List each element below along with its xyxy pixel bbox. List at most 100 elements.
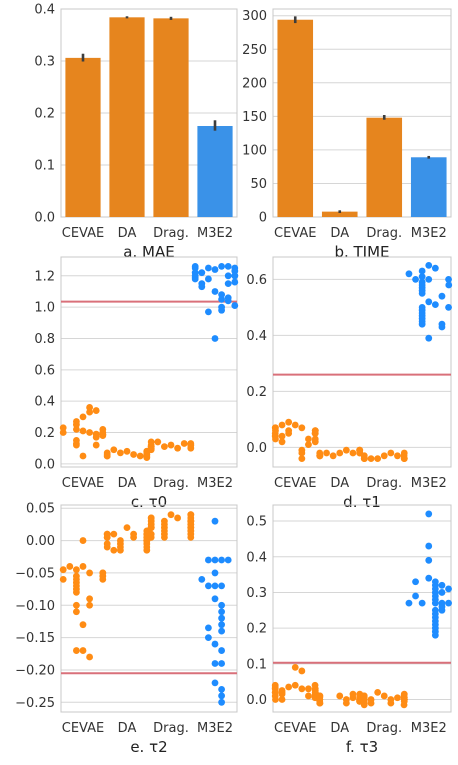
data-point <box>130 451 138 458</box>
data-point <box>445 304 452 311</box>
data-point <box>86 569 93 577</box>
data-point <box>187 511 195 519</box>
data-point <box>99 429 107 436</box>
data-point <box>431 301 439 308</box>
data-point <box>305 435 312 443</box>
data-point <box>86 408 93 416</box>
y-tick-label: 0.3 <box>246 586 267 601</box>
data-point <box>231 272 239 280</box>
data-point <box>218 295 226 303</box>
data-point <box>231 302 239 309</box>
data-point <box>211 335 219 342</box>
data-point <box>418 599 426 607</box>
x-tick-label: DA <box>118 476 137 491</box>
data-point <box>117 449 124 457</box>
data-point <box>211 556 219 564</box>
data-point <box>205 275 212 283</box>
data-point <box>218 582 226 590</box>
data-point <box>278 421 286 429</box>
data-point <box>425 542 433 550</box>
x-tick-label: Drag. <box>153 721 189 736</box>
data-point <box>224 280 232 288</box>
data-point <box>278 438 286 446</box>
y-tick-label: 0.0 <box>34 457 55 472</box>
data-point <box>79 537 87 544</box>
data-point <box>79 563 87 570</box>
data-point <box>425 556 433 564</box>
data-point <box>311 430 319 437</box>
y-tick-label: 0.0 <box>246 693 267 708</box>
y-tick-label: 0.8 <box>34 332 55 347</box>
data-point <box>99 575 107 583</box>
panel-3: 0.0 0.2 0.4 0.6 0.8 1.0 1.2 CEVAE DA Drag. M3E2 c. … <box>34 256 239 511</box>
data-point <box>147 524 155 532</box>
data-point <box>211 582 219 590</box>
data-point <box>224 272 232 280</box>
data-point <box>198 283 206 291</box>
axes-frame <box>272 256 452 468</box>
axes-frame <box>60 256 238 468</box>
data-point <box>418 290 426 297</box>
data-point <box>316 452 324 460</box>
data-point <box>400 696 408 703</box>
data-point <box>110 446 118 454</box>
y-tick-label: 0.2 <box>246 622 267 637</box>
panel-5: 0.05 0.00 −0.05 −0.10 −0.15 −0.20 −0.25 CEVAE DA… <box>15 502 238 756</box>
x-tick-label: DA <box>118 226 137 241</box>
data-point <box>271 424 279 432</box>
data-point <box>387 699 395 707</box>
data-point <box>103 540 111 548</box>
data-point <box>147 533 155 541</box>
data-point <box>205 582 212 590</box>
data-point <box>187 527 195 535</box>
axes-frame <box>272 504 452 713</box>
y-tick-label: 0.4 <box>34 395 55 410</box>
y-tick-label: 0.4 <box>34 3 55 18</box>
data-point <box>425 298 433 306</box>
y-tick-label: 150 <box>242 110 267 125</box>
y-tick-label: 0.2 <box>34 107 55 122</box>
x-tick-label: Drag. <box>366 476 402 491</box>
data-point <box>445 599 452 607</box>
data-point <box>298 455 306 462</box>
axes-frame <box>60 504 238 713</box>
y-tick-label: 0.4 <box>246 329 267 344</box>
data-point <box>298 667 306 675</box>
data-point <box>323 449 330 457</box>
bar <box>366 117 403 217</box>
bar <box>197 126 233 217</box>
data-point <box>123 447 131 455</box>
panel-caption: d. τ1 <box>343 493 381 511</box>
data-point <box>291 421 299 429</box>
data-point <box>387 449 395 457</box>
data-point <box>205 556 212 564</box>
data-point <box>380 452 388 460</box>
data-point <box>191 275 199 283</box>
y-tick-label: 0.1 <box>34 159 55 174</box>
x-tick-label: DA <box>118 721 137 736</box>
x-tick-label: CEVAE <box>274 476 316 491</box>
data-point <box>218 263 226 270</box>
data-point <box>110 530 118 538</box>
data-point <box>167 511 175 519</box>
data-point <box>412 592 419 600</box>
y-tick-label: −0.25 <box>15 696 55 711</box>
x-tick-label: M3E2 <box>197 476 233 491</box>
y-tick-label: 300 <box>242 9 267 24</box>
panel-4: 0.0 0.2 0.4 0.6 CEVAE DA Drag. M3E2 d. τ1 <box>246 256 453 511</box>
x-tick-label: CEVAE <box>274 721 316 736</box>
x-tick-label: CEVAE <box>62 226 104 241</box>
data-point <box>187 533 195 541</box>
data-point <box>154 438 162 446</box>
data-point <box>211 569 219 577</box>
y-tick-label: 0.4 <box>246 550 267 565</box>
y-tick-label: 0.0 <box>34 211 55 226</box>
x-tick-label: Drag. <box>366 226 402 241</box>
data-point <box>167 441 175 449</box>
data-point <box>59 429 67 436</box>
data-point <box>73 601 80 609</box>
y-tick-label: 0.1 <box>246 657 267 672</box>
data-point <box>191 263 199 270</box>
panel-2: 0 50 100 150 200 250 300 CEVAE DA Drag. M3E2 b. TIM… <box>242 8 452 261</box>
data-point <box>231 278 239 286</box>
